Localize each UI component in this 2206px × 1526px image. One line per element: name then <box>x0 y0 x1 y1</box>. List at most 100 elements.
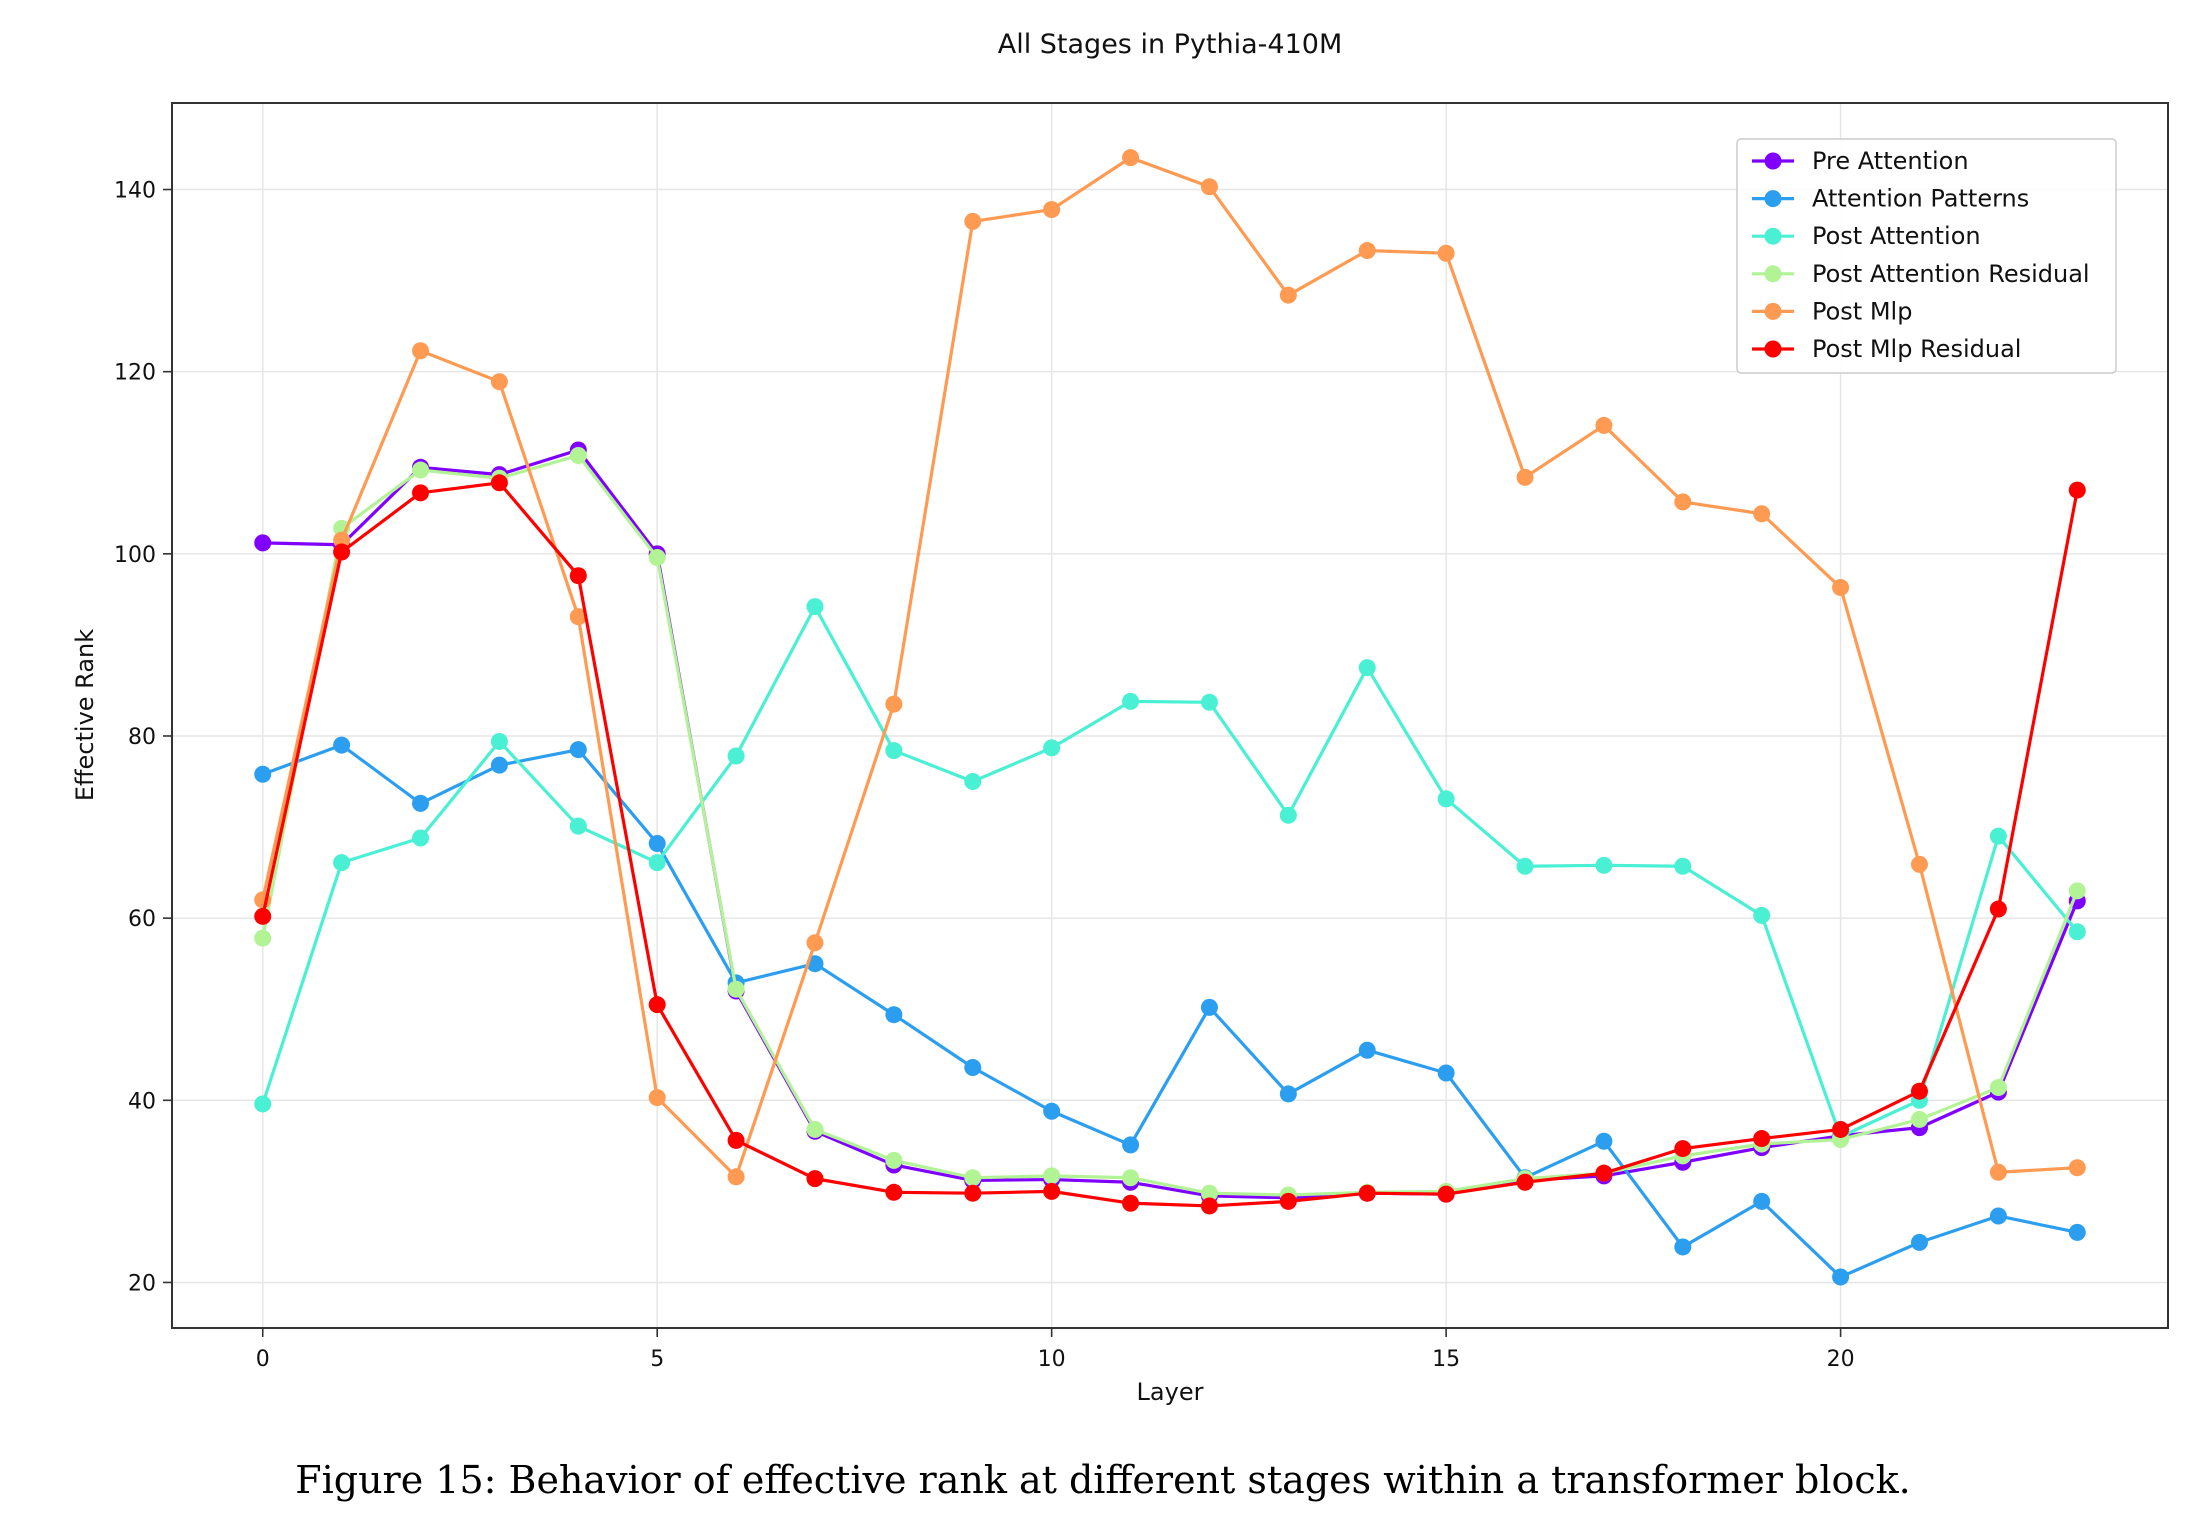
data-point <box>490 756 508 774</box>
grid <box>172 103 2168 1328</box>
data-point <box>1437 790 1455 808</box>
data-point <box>1043 201 1061 219</box>
y-tick-label: 120 <box>114 361 156 386</box>
legend-swatch-marker <box>1764 152 1782 170</box>
data-point <box>1753 505 1771 523</box>
data-point <box>254 534 272 552</box>
data-point <box>569 608 587 626</box>
data-point <box>727 980 745 998</box>
series-line-attention-patterns <box>261 743 2079 1279</box>
legend-item-post-attention: Post Attention <box>1752 222 1981 250</box>
series-line-post-mlp <box>261 156 2079 1179</box>
data-point <box>569 741 587 759</box>
data-point <box>490 474 508 492</box>
data-point <box>2068 481 2086 499</box>
data-point <box>1200 693 1218 711</box>
data-point <box>1753 1192 1771 1210</box>
data-point <box>1516 1173 1534 1191</box>
legend-label: Post Attention Residual <box>1812 260 2090 288</box>
series-lines <box>254 149 2086 1286</box>
data-point <box>648 996 666 1014</box>
x-tick-label: 15 <box>1432 1347 1460 1372</box>
data-point <box>1910 1233 1928 1251</box>
x-tick-label: 0 <box>256 1347 270 1372</box>
data-point <box>1279 286 1297 304</box>
data-point <box>727 1168 745 1186</box>
data-point <box>1595 856 1613 874</box>
data-point <box>964 773 982 791</box>
data-point <box>1122 692 1140 710</box>
data-point <box>1674 1140 1692 1158</box>
data-point <box>254 929 272 947</box>
y-tick-label: 20 <box>128 1271 156 1296</box>
data-point <box>1674 493 1692 511</box>
y-axis-ticks: 20 40 60 80 100 120 140 <box>114 179 172 1296</box>
data-point <box>1358 1184 1376 1202</box>
legend-swatch-marker <box>1764 302 1782 320</box>
data-point <box>1279 1085 1297 1103</box>
data-point <box>806 934 824 952</box>
legend-box <box>1736 138 2117 374</box>
y-axis-label: Effective Rank <box>71 629 99 801</box>
data-point <box>2068 923 2086 941</box>
series-attention-patterns <box>254 736 2086 1286</box>
series-line-pre-attention <box>261 448 2079 1200</box>
data-point <box>1279 1192 1297 1210</box>
data-point <box>727 1131 745 1149</box>
data-point <box>1043 1102 1061 1120</box>
data-point <box>1516 468 1534 486</box>
data-point <box>1674 1238 1692 1256</box>
data-point <box>1516 857 1534 875</box>
data-point <box>1595 1132 1613 1150</box>
data-point <box>1200 1184 1218 1202</box>
data-point <box>1358 242 1376 260</box>
data-point <box>1043 1167 1061 1185</box>
data-point <box>254 765 272 783</box>
data-point <box>1437 1064 1455 1082</box>
data-point <box>412 461 430 479</box>
data-point <box>1989 1079 2007 1097</box>
figure-caption: Figure 15: Behavior of effective rank at… <box>295 1458 1911 1502</box>
data-point <box>1989 1163 2007 1181</box>
data-point <box>1832 1268 1850 1286</box>
data-point <box>1122 1136 1140 1154</box>
data-point <box>1753 1130 1771 1148</box>
data-point <box>569 446 587 464</box>
legend-item-post-attention-residual: Post Attention Residual <box>1752 260 2090 288</box>
data-point <box>648 854 666 872</box>
plot-frame <box>171 102 2169 1329</box>
data-point <box>490 373 508 391</box>
data-point <box>569 817 587 835</box>
series-line-post-attention-residual <box>261 453 2079 1197</box>
legend-swatch-marker <box>1764 340 1782 358</box>
data-point <box>1595 416 1613 434</box>
data-point <box>1279 806 1297 824</box>
data-point <box>648 1089 666 1107</box>
data-point <box>569 567 587 585</box>
x-tick-label: 5 <box>650 1347 664 1372</box>
x-axis-label: Layer <box>1137 1378 1204 1406</box>
data-point <box>254 907 272 925</box>
data-point <box>333 531 351 549</box>
y-tick-label: 80 <box>128 725 156 750</box>
data-point <box>1832 579 1850 597</box>
legend-label: Post Mlp <box>1812 297 1912 325</box>
data-point <box>648 548 666 566</box>
data-point <box>1122 1169 1140 1187</box>
data-point <box>412 342 430 360</box>
data-point <box>964 1184 982 1202</box>
legend-item-attention-patterns: Attention Patterns <box>1752 185 2029 213</box>
legend-label: Attention Patterns <box>1812 185 2029 213</box>
legend-swatch-marker <box>1764 190 1782 208</box>
data-point <box>2068 1159 2086 1177</box>
data-point <box>1910 1110 1928 1128</box>
data-point <box>806 598 824 616</box>
data-point <box>1910 1082 1928 1100</box>
data-point <box>412 794 430 812</box>
data-point <box>1989 1207 2007 1225</box>
data-point <box>1358 1041 1376 1059</box>
data-point <box>333 854 351 872</box>
data-point <box>964 212 982 230</box>
data-point <box>1437 1185 1455 1203</box>
series-line-post-mlp-residual <box>261 481 2079 1208</box>
